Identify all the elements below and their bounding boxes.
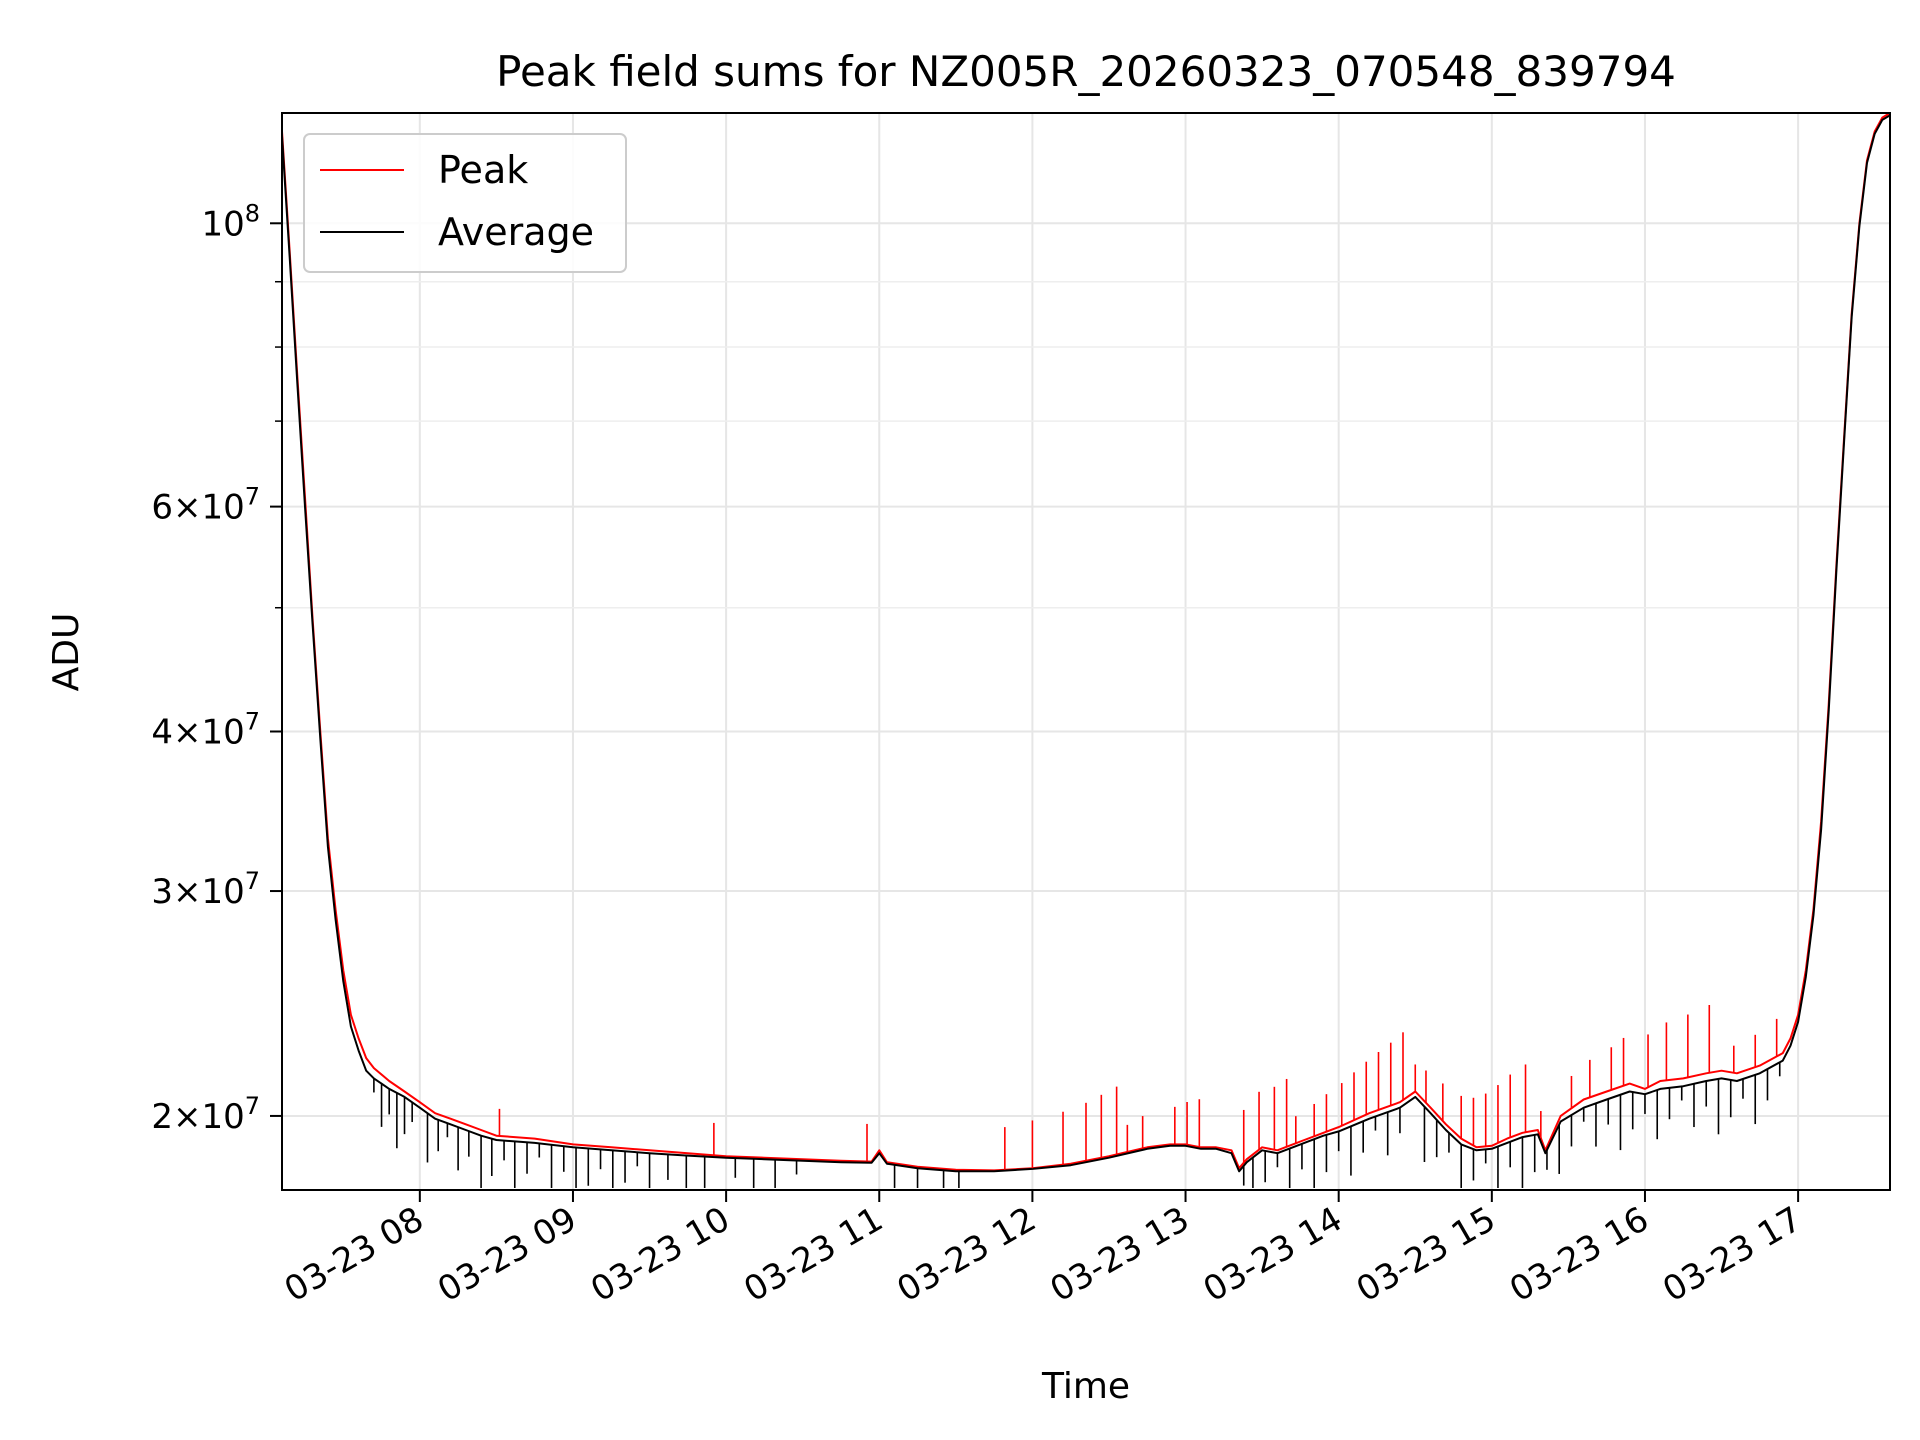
plot-frame xyxy=(281,112,1891,1191)
y-tick-label: 2×107 xyxy=(151,1092,260,1137)
legend-label-peak: Peak xyxy=(438,148,528,192)
series-line-peak xyxy=(281,112,1891,1172)
series-layer xyxy=(281,112,1891,1188)
y-tick-label: 6×107 xyxy=(151,483,260,528)
y-axis-label: ADU xyxy=(46,613,87,692)
y-tick-label: 108 xyxy=(201,199,260,244)
y-tick-label: 4×107 xyxy=(151,707,260,752)
chart-title: Peak field sums for NZ005R_20260323_0705… xyxy=(496,47,1676,96)
series-line-average xyxy=(281,114,1891,1173)
legend-label-average: Average xyxy=(438,210,594,254)
legend: Peak Average xyxy=(303,133,627,273)
legend-box xyxy=(303,133,627,273)
y-tick-label: 3×107 xyxy=(151,867,260,912)
x-axis-label: Time xyxy=(1041,1366,1130,1407)
